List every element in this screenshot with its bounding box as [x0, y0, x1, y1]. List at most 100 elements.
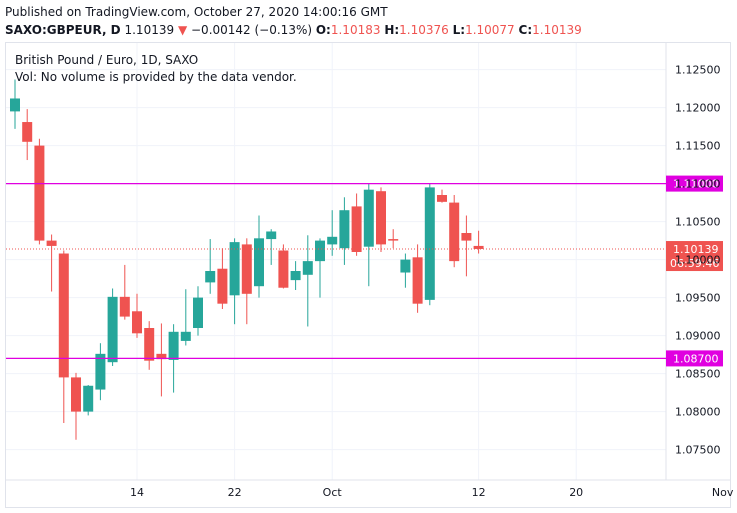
candle-body: [10, 98, 20, 112]
candle-body: [83, 385, 94, 412]
candle-body: [241, 244, 252, 294]
low-label: L:: [452, 23, 466, 37]
x-tick-label: 14: [130, 486, 144, 499]
y-tick-label: 1.10500: [675, 216, 721, 229]
candle-body: [363, 189, 374, 247]
level-badge: [666, 350, 723, 367]
candle-body: [424, 187, 435, 300]
candle: [205, 239, 216, 294]
candle: [424, 183, 435, 306]
candle-body: [254, 238, 264, 287]
candle-body: [266, 231, 277, 240]
x-tick-label: Oct: [323, 486, 343, 499]
x-tick-label: 22: [228, 486, 242, 499]
candle-body: [193, 297, 203, 328]
legend-title: British Pound / Euro, 1D, SAXO: [15, 53, 199, 67]
grid-lines: [6, 43, 666, 480]
y-tick-label: 1.07500: [675, 444, 721, 457]
x-tick-label: Nov: [712, 486, 734, 499]
candle: [229, 238, 240, 325]
candle: [10, 79, 20, 129]
candle-body: [58, 253, 69, 378]
candle: [254, 215, 264, 298]
candle-body: [315, 240, 325, 262]
candle: [144, 321, 155, 370]
down-arrow-icon: ▼: [177, 23, 188, 37]
candle: [363, 183, 374, 287]
candle: [278, 244, 289, 289]
candle: [437, 189, 447, 203]
candle: [339, 197, 350, 265]
candles: [10, 79, 484, 440]
level-badge-label: 1.08700: [673, 352, 719, 365]
candle-body: [180, 331, 191, 341]
candle-body: [461, 233, 472, 241]
candle: [119, 264, 130, 320]
candle-body: [302, 261, 313, 275]
candle-body: [217, 268, 228, 304]
candle-body: [437, 195, 447, 202]
x-tick-label: 20: [569, 486, 583, 499]
candle-body: [473, 245, 484, 249]
time-axis: 1422Oct1220Nov10: [130, 486, 734, 499]
candle-body: [156, 353, 167, 360]
candle-body: [71, 377, 81, 412]
y-tick-label: 1.08500: [675, 368, 721, 381]
candle-body: [229, 242, 240, 296]
candle: [217, 248, 228, 309]
candle-body: [351, 206, 362, 252]
countdown-label: 06:59:46: [670, 257, 719, 270]
candle: [351, 193, 362, 256]
candle-body: [449, 202, 460, 262]
candle: [449, 195, 460, 268]
candle-body: [400, 259, 411, 273]
candle: [46, 234, 57, 292]
candle-body: [46, 240, 57, 246]
close-label: C:: [518, 23, 533, 37]
level-badge-label: 1.11000: [673, 178, 719, 191]
candle: [241, 238, 252, 325]
candle: [193, 286, 203, 336]
high-label: H:: [384, 23, 400, 37]
close-value: 1.10139: [532, 23, 582, 37]
symbol-ohlc-bar: SAXO:GBPEUR, D 1.10139 ▼ −0.00142 (−0.13…: [5, 23, 582, 37]
candle-body: [278, 250, 289, 288]
y-tick-label: 1.11500: [675, 140, 721, 153]
candle: [461, 215, 472, 277]
high-value: 1.10376: [399, 23, 449, 37]
y-tick-label: 1.09000: [675, 330, 721, 343]
y-tick-label: 1.09500: [675, 292, 721, 305]
candle-body: [376, 191, 386, 245]
candle: [388, 229, 399, 249]
candle: [327, 210, 338, 256]
level-badge: [666, 175, 723, 192]
candle: [22, 109, 33, 161]
last-price-badge: [666, 241, 723, 272]
candle-body: [95, 353, 106, 390]
candle-body: [34, 145, 45, 241]
candle-body: [205, 271, 216, 283]
candle: [266, 229, 277, 265]
price-axis: 1.12500 1.12000 1.11500 1.11000 1.10500 1.100…: [675, 64, 721, 457]
candle-body: [339, 210, 350, 249]
x-tick-label: 12: [472, 486, 486, 499]
low-value: 1.10077: [465, 23, 515, 37]
legend-volume: Vol: No volume is provided by the data v…: [15, 70, 297, 84]
y-tick-label: 1.08000: [675, 406, 721, 419]
candle: [107, 288, 118, 366]
last-price-badge-label: 1.10139: [673, 243, 719, 256]
candle-body: [327, 236, 338, 245]
candle: [71, 372, 81, 440]
candle: [180, 289, 191, 346]
y-tick-label: 1.10000: [675, 254, 721, 267]
candle-body: [168, 331, 179, 360]
published-caption: Published on TradingView.com, October 27…: [5, 5, 388, 19]
candle: [58, 250, 69, 423]
open-label: O:: [315, 23, 331, 37]
chart-frame: [5, 42, 731, 508]
candle-body: [144, 328, 155, 361]
candle: [412, 244, 423, 313]
candle: [376, 187, 386, 252]
